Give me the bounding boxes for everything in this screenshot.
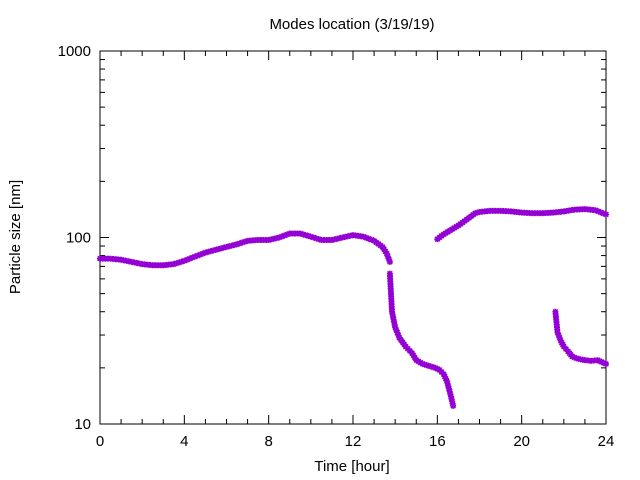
data-point — [236, 240, 243, 247]
data-point-stroke — [394, 329, 401, 336]
data-point-stroke — [310, 234, 317, 241]
data-point-stroke — [365, 235, 372, 242]
data-point-stroke — [392, 324, 399, 331]
y-tick-label: 10 — [74, 416, 91, 433]
data-point-stroke — [450, 403, 457, 409]
data-point-stroke — [313, 235, 319, 242]
data-point-stroke — [385, 256, 392, 262]
x-tick-label: 20 — [513, 433, 530, 450]
data-point-stroke — [360, 233, 367, 240]
data-point-stroke — [600, 210, 607, 217]
data-point-stroke — [363, 234, 370, 241]
data-point-stroke — [384, 253, 391, 260]
data-point — [603, 360, 609, 367]
x-tick-label: 8 — [264, 433, 272, 450]
x-tick-label: 24 — [598, 433, 615, 450]
y-tick-label: 1000 — [58, 43, 91, 60]
data-points — [97, 206, 609, 409]
data-point-stroke — [603, 211, 609, 218]
data-point-stroke — [592, 207, 599, 214]
data-point — [383, 250, 390, 257]
x-tick-label: 12 — [345, 433, 362, 450]
data-point-stroke — [597, 209, 604, 216]
x-tick-label: 4 — [180, 433, 188, 450]
data-point-stroke — [395, 332, 402, 339]
data-point — [450, 402, 457, 409]
x-axis-label: Time [hour] — [314, 458, 389, 475]
x-tick-label: 0 — [96, 433, 104, 450]
data-point-stroke — [383, 250, 390, 257]
data-point-stroke — [555, 332, 562, 338]
x-tick-label: 16 — [429, 433, 446, 450]
data-point-stroke — [554, 329, 561, 336]
data-point — [386, 258, 393, 265]
chart-title: Modes location (3/19/19) — [269, 16, 434, 33]
data-point-stroke — [368, 236, 375, 243]
data-point-stroke — [595, 208, 601, 215]
data-point — [600, 210, 607, 217]
y-axis-label: Particle size [nm] — [7, 180, 24, 294]
data-point-stroke — [387, 259, 393, 265]
data-point-stroke — [307, 233, 314, 240]
data-point-stroke — [556, 334, 563, 341]
data-point-stroke — [315, 236, 322, 243]
y-tick-label: 100 — [66, 230, 91, 247]
data-point-stroke — [393, 327, 400, 333]
axes: 10 100 1000 0 4 8 12 16 20 24 — [58, 43, 615, 450]
data-point-stroke — [603, 361, 609, 367]
data-point — [603, 211, 609, 218]
